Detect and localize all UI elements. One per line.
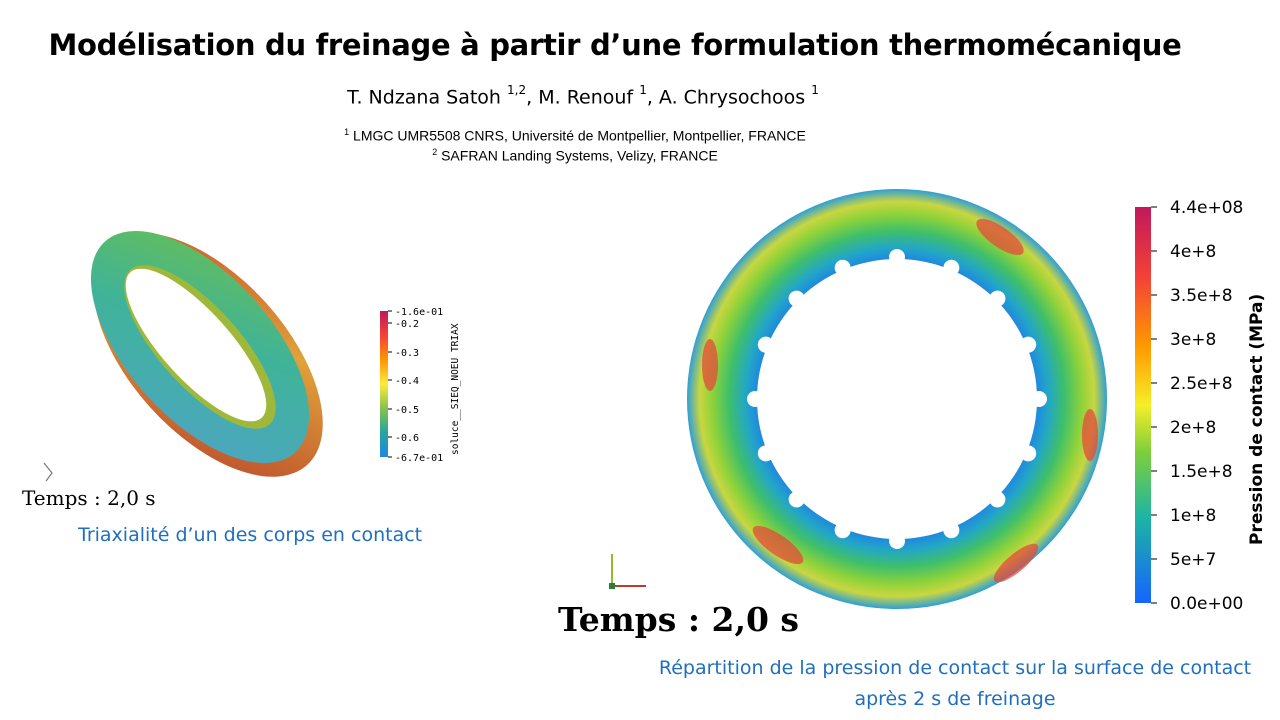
notch [757,336,774,353]
colorbar-tick-label: 2e+8 [1170,418,1216,438]
colorbar-gradient [380,311,388,457]
notch [757,445,774,462]
caption-line: Répartition de la pression de contact su… [658,657,1252,679]
inner-notches [747,249,1047,549]
colorbar-tick-label: -0.4 [395,376,419,387]
notch [943,259,960,276]
caption-line: après 2 s de freinage [854,688,1056,710]
colorbar-tick-label: -1.6e-01 [395,307,443,318]
ring-body [90,230,323,477]
author-affiliation-mark: 1 [639,83,647,97]
colorbar-tick-label: 3e+8 [1170,330,1216,350]
inner-hole [757,259,1037,539]
affiliation-line: 1 LMGC UMR5508 CNRS, Université de Montp… [0,127,1150,144]
pressure-hotspots [702,218,1098,583]
notch [943,522,960,539]
figure-caption-right: Répartition de la pression de contact su… [645,653,1265,715]
colorbar-tick-label: -0.3 [395,348,419,359]
contact-pressure-map [687,189,1107,609]
notch [889,249,905,265]
triaxiality-colorbar: -1.6e-01-0.2 -0.3 -0.4 -0.5 -0.6 -6.7e-01 sol… [380,307,461,464]
colorbar-tick-label: 0.0e+00 [1170,594,1243,614]
axis-triad-icon [609,554,646,589]
time-label: Temps : 2,0 s [558,600,799,639]
author-name: T. Ndzana Satoh [347,86,501,109]
axis-triad-icon [43,462,53,482]
colorbar-tick-label: 2.5e+8 [1170,374,1233,394]
affiliation-mark: 2 [432,147,438,157]
affiliation-mark: 1 [344,127,350,137]
colorbar-tick-label: -0.5 [395,405,419,416]
separator: , [526,86,539,109]
colorbar-title: Pression de contact (MPa) [1247,294,1267,545]
colorbar-tick-label: 4e+8 [1170,242,1216,262]
notch [788,491,805,508]
colorbar-tick-label: -0.2 [395,319,419,330]
colorbar-tick-label: 1e+8 [1170,506,1216,526]
notch [747,391,763,407]
notch [989,290,1006,307]
time-label: Temps : 2,0 s [22,486,156,510]
author-name: A. Chrysochoos [658,86,806,109]
affiliation-text: SAFRAN Landing Systems, Velizy, FRANCE [441,147,718,164]
notch [834,522,851,539]
colorbar-gradient [1135,207,1151,603]
page-title: Modélisation du freinage à partir d’une … [48,28,1182,62]
colorbar-tick-label: -6.7e-01 [395,453,443,464]
affiliation-line: 2 SAFRAN Landing Systems, Velizy, FRANCE [0,147,1150,164]
colorbar-tick-label: 3.5e+8 [1170,286,1233,306]
colorbar-tick-group: 4.4e+08 4e+8 3.5e+8 3e+8 2.5e+8 2e+8 1.5e+8 1e+… [1151,198,1243,614]
author-affiliation-mark: 1 [811,83,819,97]
notch [788,290,805,307]
author-list: T. Ndzana Satoh 1,2, M. Renouf 1, A. Chr… [0,83,1166,109]
colorbar-tick-label: 1.5e+8 [1170,462,1233,482]
affiliation-text: LMGC UMR5508 CNRS, Université de Montpel… [353,127,806,144]
author-affiliation-mark: 1,2 [507,83,527,97]
notch [1031,391,1047,407]
colorbar-tick-group: -1.6e-01-0.2 -0.3 -0.4 -0.5 -0.6 -6.7e-01 [388,307,443,464]
notch [989,491,1006,508]
colorbar-tick-label: -0.6 [395,433,419,444]
notch [834,259,851,276]
triaxiality-ring-figure [43,230,323,482]
notch [1020,445,1037,462]
colorbar-title: soluce__SIEQ_NOEU TRIAX [450,323,461,455]
ring-hole [125,268,267,422]
colorbar-tick-label: 5e+7 [1170,550,1216,570]
pressure-colorbar: 4.4e+08 4e+8 3.5e+8 3e+8 2.5e+8 2e+8 1.5e+8 1e+… [1135,198,1267,614]
colorbar-tick-label: 4.4e+08 [1170,198,1243,218]
author-name: M. Renouf [538,86,634,109]
figure-caption-left: Triaxialité d’un des corps en contact [78,524,423,546]
notch [889,533,905,549]
separator: , [646,86,659,109]
notch [1020,336,1037,353]
